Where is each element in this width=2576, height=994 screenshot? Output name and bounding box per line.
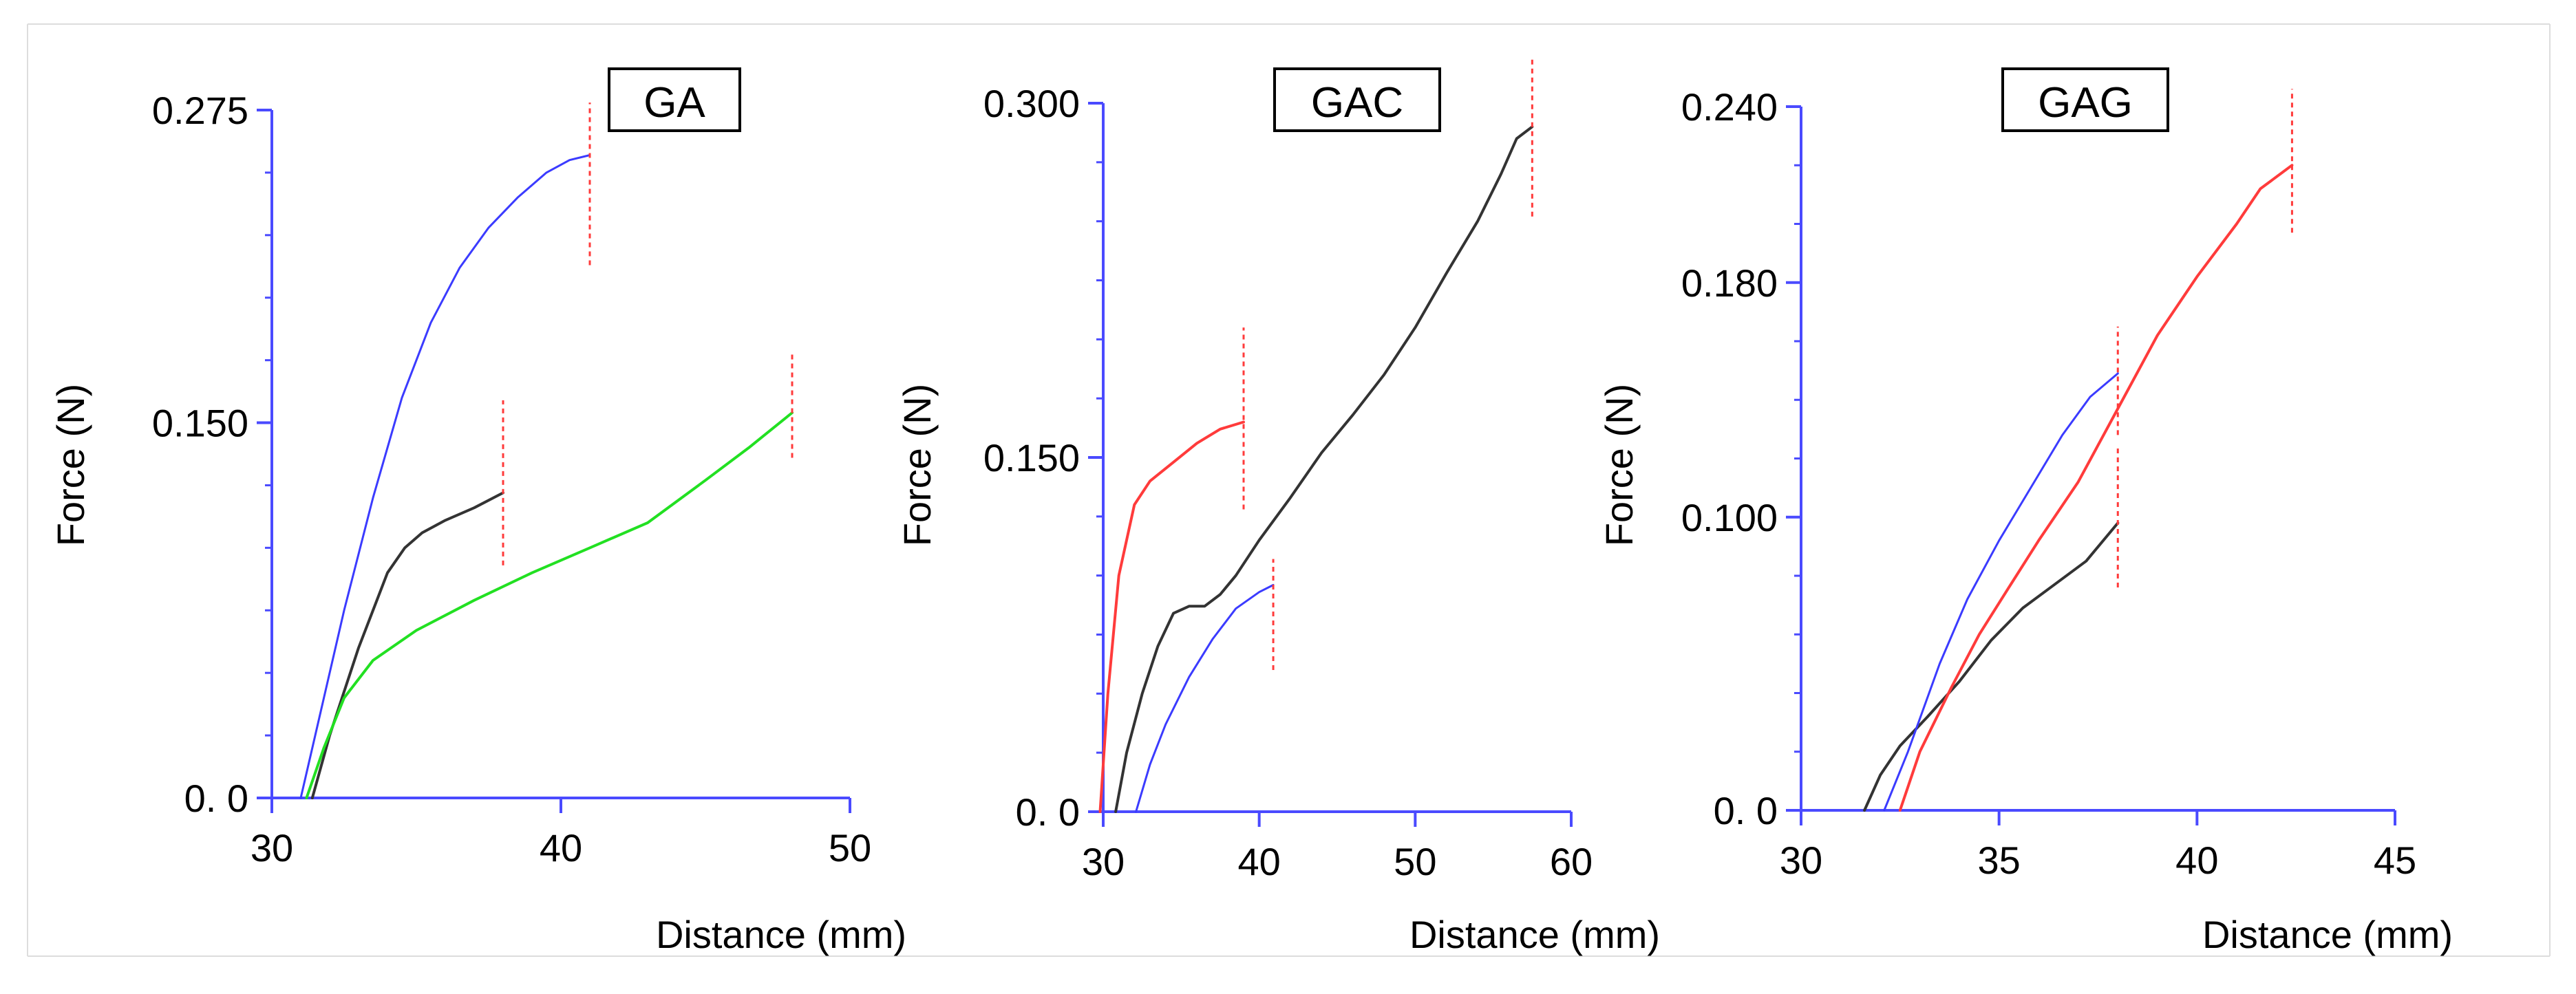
- x-axis-label: Distance (mm): [656, 913, 906, 956]
- x-axis-label: Distance (mm): [1409, 913, 1660, 956]
- x-tick-label: 30: [251, 826, 293, 869]
- y-tick-label: 0. 0: [184, 777, 248, 820]
- chart-title-box: [608, 67, 741, 132]
- chart-panel-gac: GAC Force (N) Distance (mm) 0. 0 0.150 0.3…: [895, 56, 1660, 956]
- y-tick-label: 0.100: [1681, 496, 1778, 539]
- x-tick-label: 50: [829, 826, 871, 869]
- chart-title: GAC: [1311, 79, 1403, 127]
- y-tick-label: 0.180: [1681, 261, 1778, 305]
- series-line-black: [1114, 125, 1534, 813]
- x-tick-label: 40: [1238, 840, 1281, 883]
- y-axis-label: Force (N): [49, 384, 92, 546]
- chart-title-box: [2001, 67, 2169, 132]
- x-tick-label: 60: [1550, 840, 1593, 883]
- y-tick-label: 0.240: [1681, 85, 1778, 129]
- x-tick-label: 40: [540, 826, 582, 869]
- x-tick-label: 50: [1394, 840, 1436, 883]
- x-tick-label: 35: [1978, 839, 2021, 882]
- series-line-black: [1863, 521, 2120, 812]
- series-line-green: [305, 411, 794, 799]
- series-line-blue: [1135, 583, 1275, 813]
- series-line-red: [1098, 420, 1245, 813]
- y-tick-label: 0.300: [983, 82, 1080, 125]
- series-line-red: [1898, 164, 2294, 812]
- series-line-blue: [1883, 372, 2119, 812]
- y-tick-label: 0.275: [152, 89, 248, 132]
- x-tick-label: 30: [1780, 839, 1822, 882]
- x-axis-label: Distance (mm): [2202, 913, 2453, 956]
- series-line-blue: [299, 154, 591, 799]
- chart-title: GA: [643, 79, 705, 127]
- y-tick-label: 0.150: [152, 402, 248, 445]
- y-tick-label: 0. 0: [1016, 790, 1080, 834]
- chart-title: GAG: [2038, 79, 2133, 127]
- x-tick-label: 40: [2175, 839, 2218, 882]
- x-tick-label: 30: [1082, 840, 1125, 883]
- chart-panel-ga: GA Force (N) Distance (mm) 0. 0 0.150 0.27…: [49, 67, 906, 956]
- y-tick-label: 0.150: [983, 436, 1080, 479]
- y-axis-label: Force (N): [895, 384, 939, 546]
- y-tick-label: 0. 0: [1714, 789, 1778, 832]
- y-axis-label: Force (N): [1597, 384, 1641, 546]
- x-tick-label: 45: [2374, 839, 2416, 882]
- chart-panel-gag: GAG Force (N) Distance (mm) 0. 0 0.100 0.1…: [1597, 67, 2453, 956]
- chart-title-box: [1273, 67, 1441, 132]
